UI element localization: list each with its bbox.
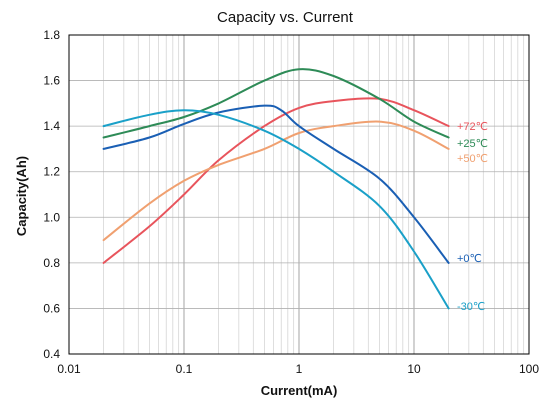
y-tick-label: 1.2 bbox=[43, 165, 60, 179]
x-tick-label: 0.1 bbox=[176, 362, 193, 376]
y-tick-label: 1.4 bbox=[43, 119, 60, 133]
series-label: +50℃ bbox=[457, 153, 488, 165]
series-line bbox=[102, 104, 450, 264]
series-label: -30℃ bbox=[457, 301, 485, 313]
x-axis-label: Current(mA) bbox=[261, 383, 338, 398]
y-tick-label: 0.8 bbox=[43, 256, 60, 270]
series-label: +25℃ bbox=[457, 138, 488, 150]
x-tick-label: 100 bbox=[519, 362, 539, 376]
series-labels: +72℃ +25℃ +50℃ +0℃ -30℃ bbox=[457, 121, 488, 313]
x-tick-label: 10 bbox=[407, 362, 421, 376]
y-tick-label: 0.6 bbox=[43, 301, 60, 315]
plot-area-frame bbox=[68, 34, 530, 355]
y-tick-label: 1.8 bbox=[43, 28, 60, 42]
series-lines bbox=[102, 68, 450, 310]
y-tick-label: 1.6 bbox=[43, 74, 60, 88]
series-label: +72℃ bbox=[457, 121, 488, 133]
axis-ticks: 0.01 0.1 1 10 100 0.4 0.6 0.8 1.0 1.2 1.4 1.6 1.8 bbox=[43, 28, 539, 376]
x-tick-label: 0.01 bbox=[57, 362, 81, 376]
series-label: +0℃ bbox=[457, 253, 482, 265]
y-tick-label: 0.4 bbox=[43, 347, 60, 361]
series-line bbox=[102, 68, 450, 139]
series-line bbox=[102, 109, 450, 310]
series-line bbox=[102, 97, 450, 264]
y-tick-label: 1.0 bbox=[43, 210, 60, 224]
chart-title: Capacity vs. Current bbox=[217, 9, 354, 26]
y-axis-label: Capacity(Ah) bbox=[14, 156, 29, 236]
x-tick-label: 1 bbox=[296, 362, 303, 376]
